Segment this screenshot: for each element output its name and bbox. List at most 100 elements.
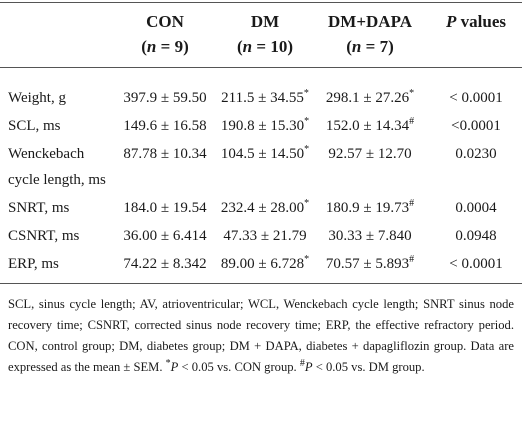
cell-mark: #	[409, 116, 415, 127]
cell-mark: *	[304, 198, 310, 209]
cell-value: 30.33 ± 7.840	[328, 228, 412, 244]
table-row: CSNRT, ms 36.00 ± 6.414 47.33 ± 21.79 30.33…	[0, 222, 522, 250]
footnote: SCL, sinus cycle length; AV, atrioventri…	[0, 284, 522, 378]
table-cell: 70.57 ± 5.893#	[310, 250, 430, 284]
cell-mark: *	[303, 88, 309, 99]
row-label: Weight, g	[8, 90, 66, 106]
table-row: Wenckebach cycle length, ms 87.78 ± 10.34…	[0, 140, 522, 194]
table-cell: < 0.0001	[430, 68, 522, 113]
table-row: ERP, ms 74.22 ± 8.342 89.00 ± 6.728* 70.57 …	[0, 250, 522, 284]
table-cell: 47.33 ± 21.79	[220, 222, 310, 250]
cell-mark: *	[304, 116, 310, 127]
cell-value: 47.33 ± 21.79	[223, 228, 307, 244]
cell-value: <0.0001	[451, 118, 501, 134]
header-n: (	[237, 37, 243, 56]
header-n: n	[351, 37, 362, 56]
table-body: Weight, g 397.9 ± 59.50 211.5 ± 34.55* 298.…	[0, 68, 522, 284]
row-label: ERP, ms	[8, 256, 59, 272]
table-cell: 298.1 ± 27.26*	[310, 68, 430, 113]
cell-value: 298.1 ± 27.26	[325, 90, 410, 106]
table-cell: 30.33 ± 7.840	[310, 222, 430, 250]
table-cell: 36.00 ± 6.414	[110, 222, 220, 250]
table-cell: 0.0004	[430, 194, 522, 222]
cell-mark: *	[409, 88, 415, 99]
header-cell	[0, 3, 110, 68]
cell-value: 149.6 ± 16.58	[123, 118, 207, 134]
row-label: CSNRT, ms	[8, 228, 80, 244]
header-n: (	[346, 37, 352, 56]
header-n: = 7)	[361, 37, 394, 56]
header-n: n	[242, 37, 253, 56]
footnote-italic: P	[304, 360, 313, 374]
table-cell: 87.78 ± 10.34	[110, 140, 220, 194]
table-cell: 104.5 ± 14.50*	[220, 140, 310, 194]
table-cell: 89.00 ± 6.728*	[220, 250, 310, 284]
cell-value: 0.0004	[455, 200, 497, 216]
table-cell: 152.0 ± 14.34#	[310, 112, 430, 140]
header-cell: DM+DAPA (n = 7)	[310, 3, 430, 68]
cell-mark: *	[304, 254, 310, 265]
table-cell: < 0.0001	[430, 250, 522, 284]
header-name: DM+DAPA	[328, 12, 412, 31]
cell-mark: #	[409, 198, 415, 209]
row-label: SCL, ms	[8, 118, 61, 134]
cell-value: 70.57 ± 5.893	[325, 256, 410, 272]
header-row: CON (n = 9) DM (n = 10) DM+DAPA (n = 7) P v…	[0, 2, 522, 68]
cell-value: 152.0 ± 14.34	[325, 118, 410, 134]
cell-mark: *	[304, 144, 310, 155]
header-name: DM	[250, 12, 280, 31]
header-name: P	[446, 12, 457, 31]
table-cell: <0.0001	[430, 112, 522, 140]
data-table: CON (n = 9) DM (n = 10) DM+DAPA (n = 7) P v…	[0, 2, 522, 284]
table-cell: 211.5 ± 34.55*	[220, 68, 310, 113]
header-cell: CON (n = 9)	[110, 3, 220, 68]
cell-value: < 0.0001	[449, 256, 503, 272]
table-cell: 190.8 ± 15.30*	[220, 112, 310, 140]
footnote-italic: P	[170, 360, 179, 374]
cell-value: 180.9 ± 19.73	[325, 200, 410, 216]
header-n: n	[146, 37, 157, 56]
header-name: CON	[146, 12, 184, 31]
table-row: Weight, g 397.9 ± 59.50 211.5 ± 34.55* 298.…	[0, 68, 522, 113]
table-cell: 92.57 ± 12.70	[310, 140, 430, 194]
footnote-text: SCL, sinus cycle length; AV, atrioventri…	[8, 297, 514, 374]
table-header: CON (n = 9) DM (n = 10) DM+DAPA (n = 7) P v…	[0, 2, 522, 68]
table-row: SNRT, ms 184.0 ± 19.54 232.4 ± 28.00* 180.9…	[0, 194, 522, 222]
cell-value: 87.78 ± 10.34	[123, 146, 207, 162]
header-n: (	[141, 37, 147, 56]
table-cell: 149.6 ± 16.58	[110, 112, 220, 140]
header-name: values	[456, 12, 506, 31]
cell-value: 36.00 ± 6.414	[123, 228, 207, 244]
cell-value: 89.00 ± 6.728	[220, 256, 305, 272]
footnote-text: < 0.05 vs. CON group.	[178, 360, 300, 374]
row-label: SNRT, ms	[8, 200, 70, 216]
table-cell: 0.0948	[430, 222, 522, 250]
footnote-sup: #	[299, 357, 305, 369]
row-label: Wenckebach cycle length, ms	[8, 146, 106, 188]
cell-value: < 0.0001	[449, 90, 503, 106]
cell-value: 0.0230	[455, 146, 497, 162]
cell-value: 397.9 ± 59.50	[123, 90, 207, 106]
cell-value: 104.5 ± 14.50	[220, 146, 305, 162]
table-cell: 184.0 ± 19.54	[110, 194, 220, 222]
table-cell: 74.22 ± 8.342	[110, 250, 220, 284]
cell-value: 190.8 ± 15.30	[220, 118, 305, 134]
header-cell: DM (n = 10)	[220, 3, 310, 68]
header-n: = 10)	[252, 37, 293, 56]
footnote-text: < 0.05 vs. DM group.	[312, 360, 425, 374]
table-cell: 232.4 ± 28.00*	[220, 194, 310, 222]
cell-value: 74.22 ± 8.342	[123, 256, 207, 272]
cell-value: 211.5 ± 34.55	[221, 90, 304, 106]
cell-value: 0.0948	[455, 228, 497, 244]
cell-value: 184.0 ± 19.54	[123, 200, 207, 216]
table-cell: 0.0230	[430, 140, 522, 194]
cell-mark: #	[409, 254, 415, 265]
cell-value: 92.57 ± 12.70	[328, 146, 412, 162]
header-n: = 9)	[156, 37, 189, 56]
table-cell: 180.9 ± 19.73#	[310, 194, 430, 222]
table-row: SCL, ms 149.6 ± 16.58 190.8 ± 15.30* 152.0 …	[0, 112, 522, 140]
table-cell: 397.9 ± 59.50	[110, 68, 220, 113]
header-cell: P values	[430, 3, 522, 68]
footnote-sup: *	[165, 357, 171, 369]
